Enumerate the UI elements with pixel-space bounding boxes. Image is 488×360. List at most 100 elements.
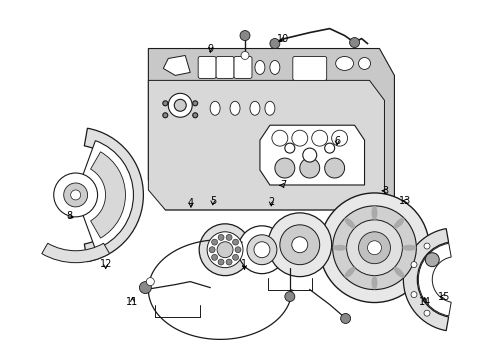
Circle shape — [274, 158, 294, 178]
Ellipse shape — [254, 60, 264, 75]
Circle shape — [279, 225, 319, 265]
Circle shape — [163, 113, 167, 118]
Text: 1: 1 — [241, 259, 247, 269]
Circle shape — [291, 237, 307, 253]
Circle shape — [346, 220, 402, 276]
Ellipse shape — [264, 101, 274, 115]
Wedge shape — [417, 243, 450, 316]
Circle shape — [299, 158, 319, 178]
Circle shape — [253, 242, 269, 258]
Ellipse shape — [358, 58, 370, 69]
Ellipse shape — [344, 267, 354, 278]
Ellipse shape — [344, 218, 354, 229]
Circle shape — [302, 148, 316, 162]
Circle shape — [425, 253, 438, 267]
Text: 3: 3 — [382, 186, 388, 196]
Text: 12: 12 — [99, 259, 112, 269]
Circle shape — [211, 239, 217, 245]
Text: 8: 8 — [66, 211, 72, 221]
FancyBboxPatch shape — [216, 57, 234, 78]
Circle shape — [199, 224, 250, 276]
Circle shape — [139, 282, 151, 293]
Circle shape — [71, 190, 81, 200]
Circle shape — [54, 173, 98, 217]
Circle shape — [367, 241, 381, 255]
Ellipse shape — [229, 101, 240, 115]
Circle shape — [311, 130, 327, 146]
Circle shape — [340, 314, 350, 323]
Ellipse shape — [402, 245, 415, 251]
Circle shape — [241, 51, 248, 59]
Wedge shape — [41, 243, 109, 263]
Circle shape — [209, 247, 215, 253]
Ellipse shape — [371, 276, 377, 289]
Ellipse shape — [269, 60, 279, 75]
Circle shape — [349, 37, 359, 48]
Circle shape — [246, 235, 276, 265]
Polygon shape — [148, 80, 384, 210]
Circle shape — [423, 243, 429, 249]
Circle shape — [174, 99, 186, 111]
Ellipse shape — [332, 245, 346, 251]
Circle shape — [423, 310, 429, 316]
Circle shape — [146, 278, 154, 285]
Wedge shape — [90, 152, 125, 238]
Circle shape — [324, 158, 344, 178]
Ellipse shape — [335, 57, 353, 71]
Circle shape — [410, 292, 416, 298]
Polygon shape — [163, 55, 190, 75]
Wedge shape — [403, 229, 447, 330]
Text: 10: 10 — [277, 35, 289, 44]
Circle shape — [225, 234, 232, 240]
Circle shape — [207, 232, 243, 268]
Circle shape — [192, 101, 197, 106]
Circle shape — [163, 101, 167, 106]
Circle shape — [358, 232, 389, 264]
Circle shape — [217, 242, 233, 258]
Circle shape — [331, 130, 347, 146]
Circle shape — [319, 193, 428, 302]
Text: 7: 7 — [280, 180, 286, 190]
Circle shape — [235, 247, 241, 253]
Circle shape — [332, 206, 415, 289]
Circle shape — [410, 262, 416, 267]
Text: 5: 5 — [209, 196, 216, 206]
FancyBboxPatch shape — [198, 57, 216, 78]
Circle shape — [225, 259, 232, 265]
Circle shape — [232, 255, 238, 260]
Circle shape — [218, 259, 224, 265]
Circle shape — [232, 239, 238, 245]
Ellipse shape — [393, 267, 404, 278]
Ellipse shape — [393, 218, 404, 229]
Circle shape — [238, 226, 285, 274]
Polygon shape — [260, 125, 364, 185]
Wedge shape — [81, 141, 133, 249]
Polygon shape — [148, 49, 394, 210]
Text: 11: 11 — [126, 297, 138, 307]
Circle shape — [285, 292, 294, 302]
FancyBboxPatch shape — [234, 57, 251, 78]
Text: 14: 14 — [418, 297, 430, 307]
Circle shape — [269, 39, 279, 49]
FancyBboxPatch shape — [292, 57, 326, 80]
Text: 9: 9 — [207, 44, 213, 54]
Circle shape — [285, 143, 294, 153]
Text: 6: 6 — [333, 136, 340, 145]
Text: 2: 2 — [267, 197, 274, 207]
Text: 4: 4 — [187, 198, 194, 208]
Text: 13: 13 — [398, 196, 410, 206]
Text: 15: 15 — [437, 292, 449, 302]
Circle shape — [211, 255, 217, 260]
Circle shape — [324, 143, 334, 153]
Circle shape — [168, 93, 192, 117]
Circle shape — [240, 31, 249, 41]
Circle shape — [267, 213, 331, 276]
Circle shape — [192, 113, 197, 118]
Circle shape — [271, 130, 287, 146]
Circle shape — [218, 234, 224, 240]
Circle shape — [291, 130, 307, 146]
Ellipse shape — [249, 101, 260, 115]
Ellipse shape — [210, 101, 220, 115]
Wedge shape — [84, 128, 143, 262]
Circle shape — [63, 183, 87, 207]
